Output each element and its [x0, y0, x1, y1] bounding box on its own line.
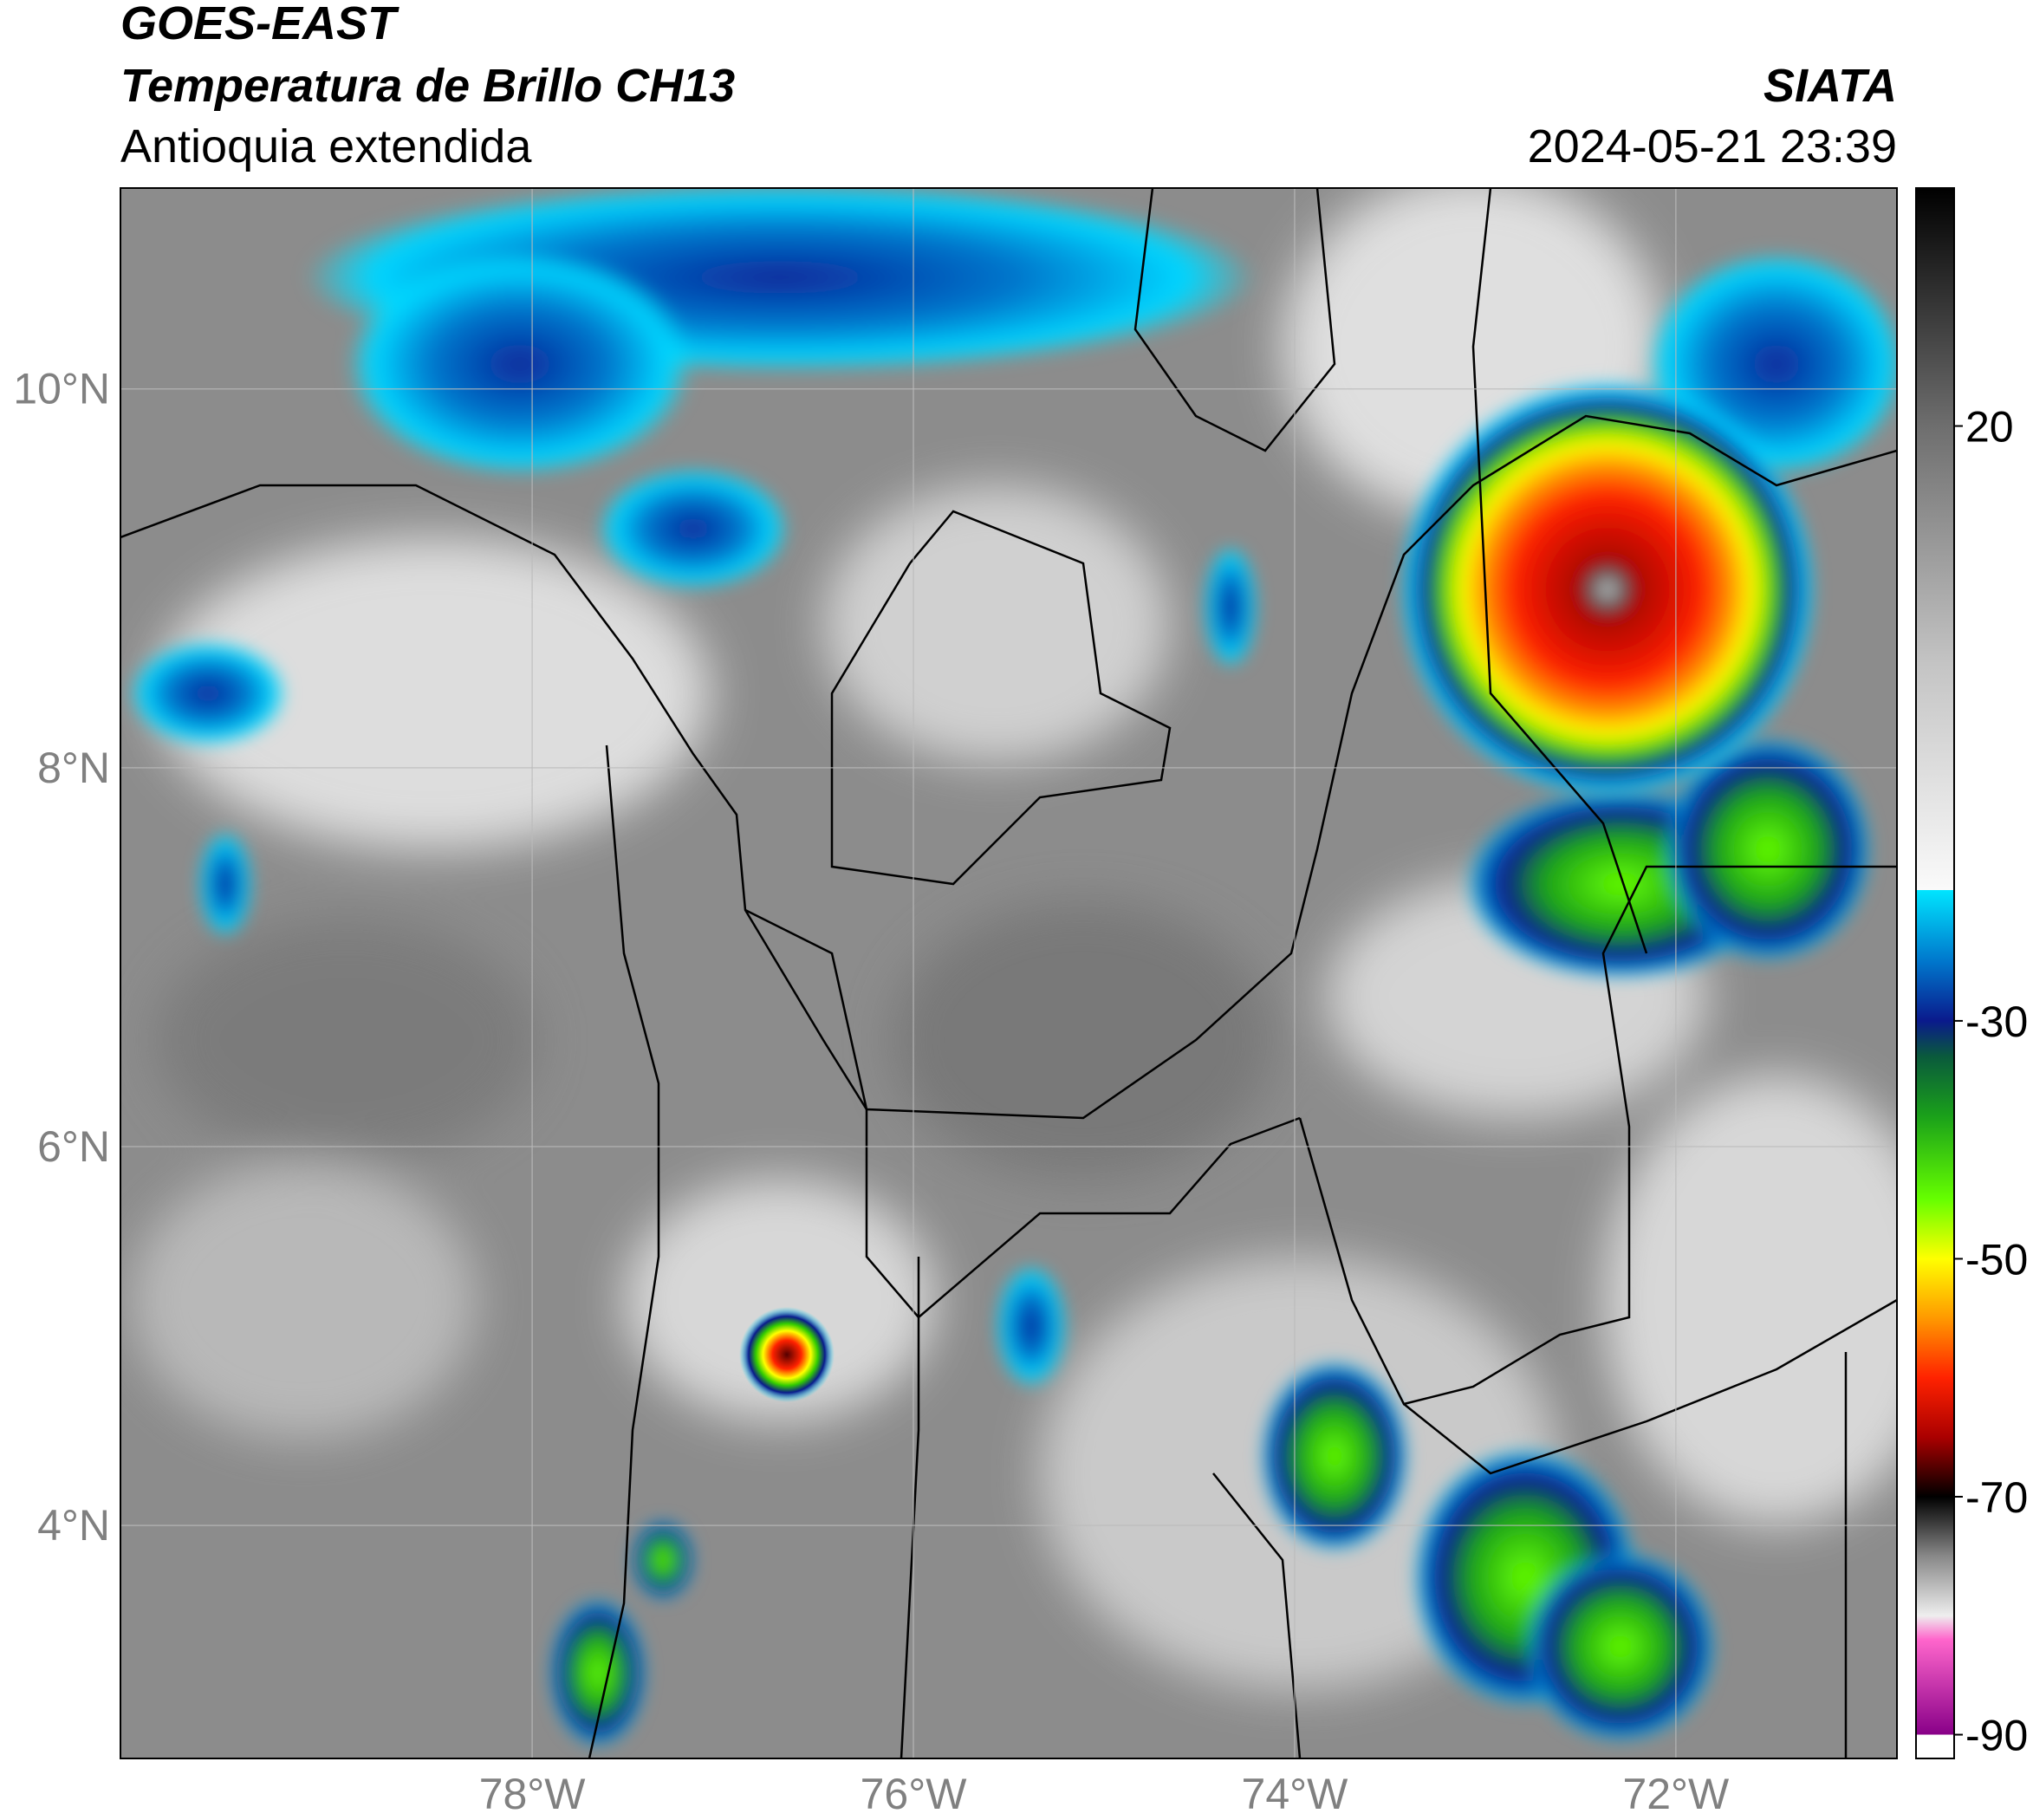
- colorbar-tick-label: -70: [1965, 1473, 2028, 1522]
- lon-tick-label: 76°W: [861, 1770, 968, 1818]
- lon-tick-label: 74°W: [1242, 1770, 1349, 1818]
- source: SIATA: [1763, 60, 1897, 112]
- colorbar: [1915, 187, 1955, 1759]
- satellite: GOES-EAST: [120, 0, 399, 49]
- lat-tick-label: 10°N: [13, 365, 110, 413]
- colorbar-tick-label: -50: [1965, 1235, 2028, 1284]
- lon-tick-label: 78°W: [479, 1770, 587, 1818]
- lat-tick-label: 8°N: [37, 744, 110, 792]
- lat-tick-label: 6°N: [37, 1122, 110, 1171]
- satellite-image: [120, 188, 1897, 1758]
- region: Antioquia extendida: [120, 120, 532, 172]
- colorbar-tick-label: 20: [1965, 403, 2014, 452]
- colorbar-tick-label: -90: [1965, 1712, 2028, 1760]
- product: Temperatura de Brillo CH13: [120, 60, 735, 112]
- colorbar-tick-label: -30: [1965, 998, 2028, 1046]
- datetime: 2024-05-21 23:39: [1528, 120, 1897, 172]
- lon-tick-label: 72°W: [1622, 1770, 1730, 1818]
- map-frame: [120, 187, 1898, 1759]
- lat-tick-label: 4°N: [37, 1501, 110, 1550]
